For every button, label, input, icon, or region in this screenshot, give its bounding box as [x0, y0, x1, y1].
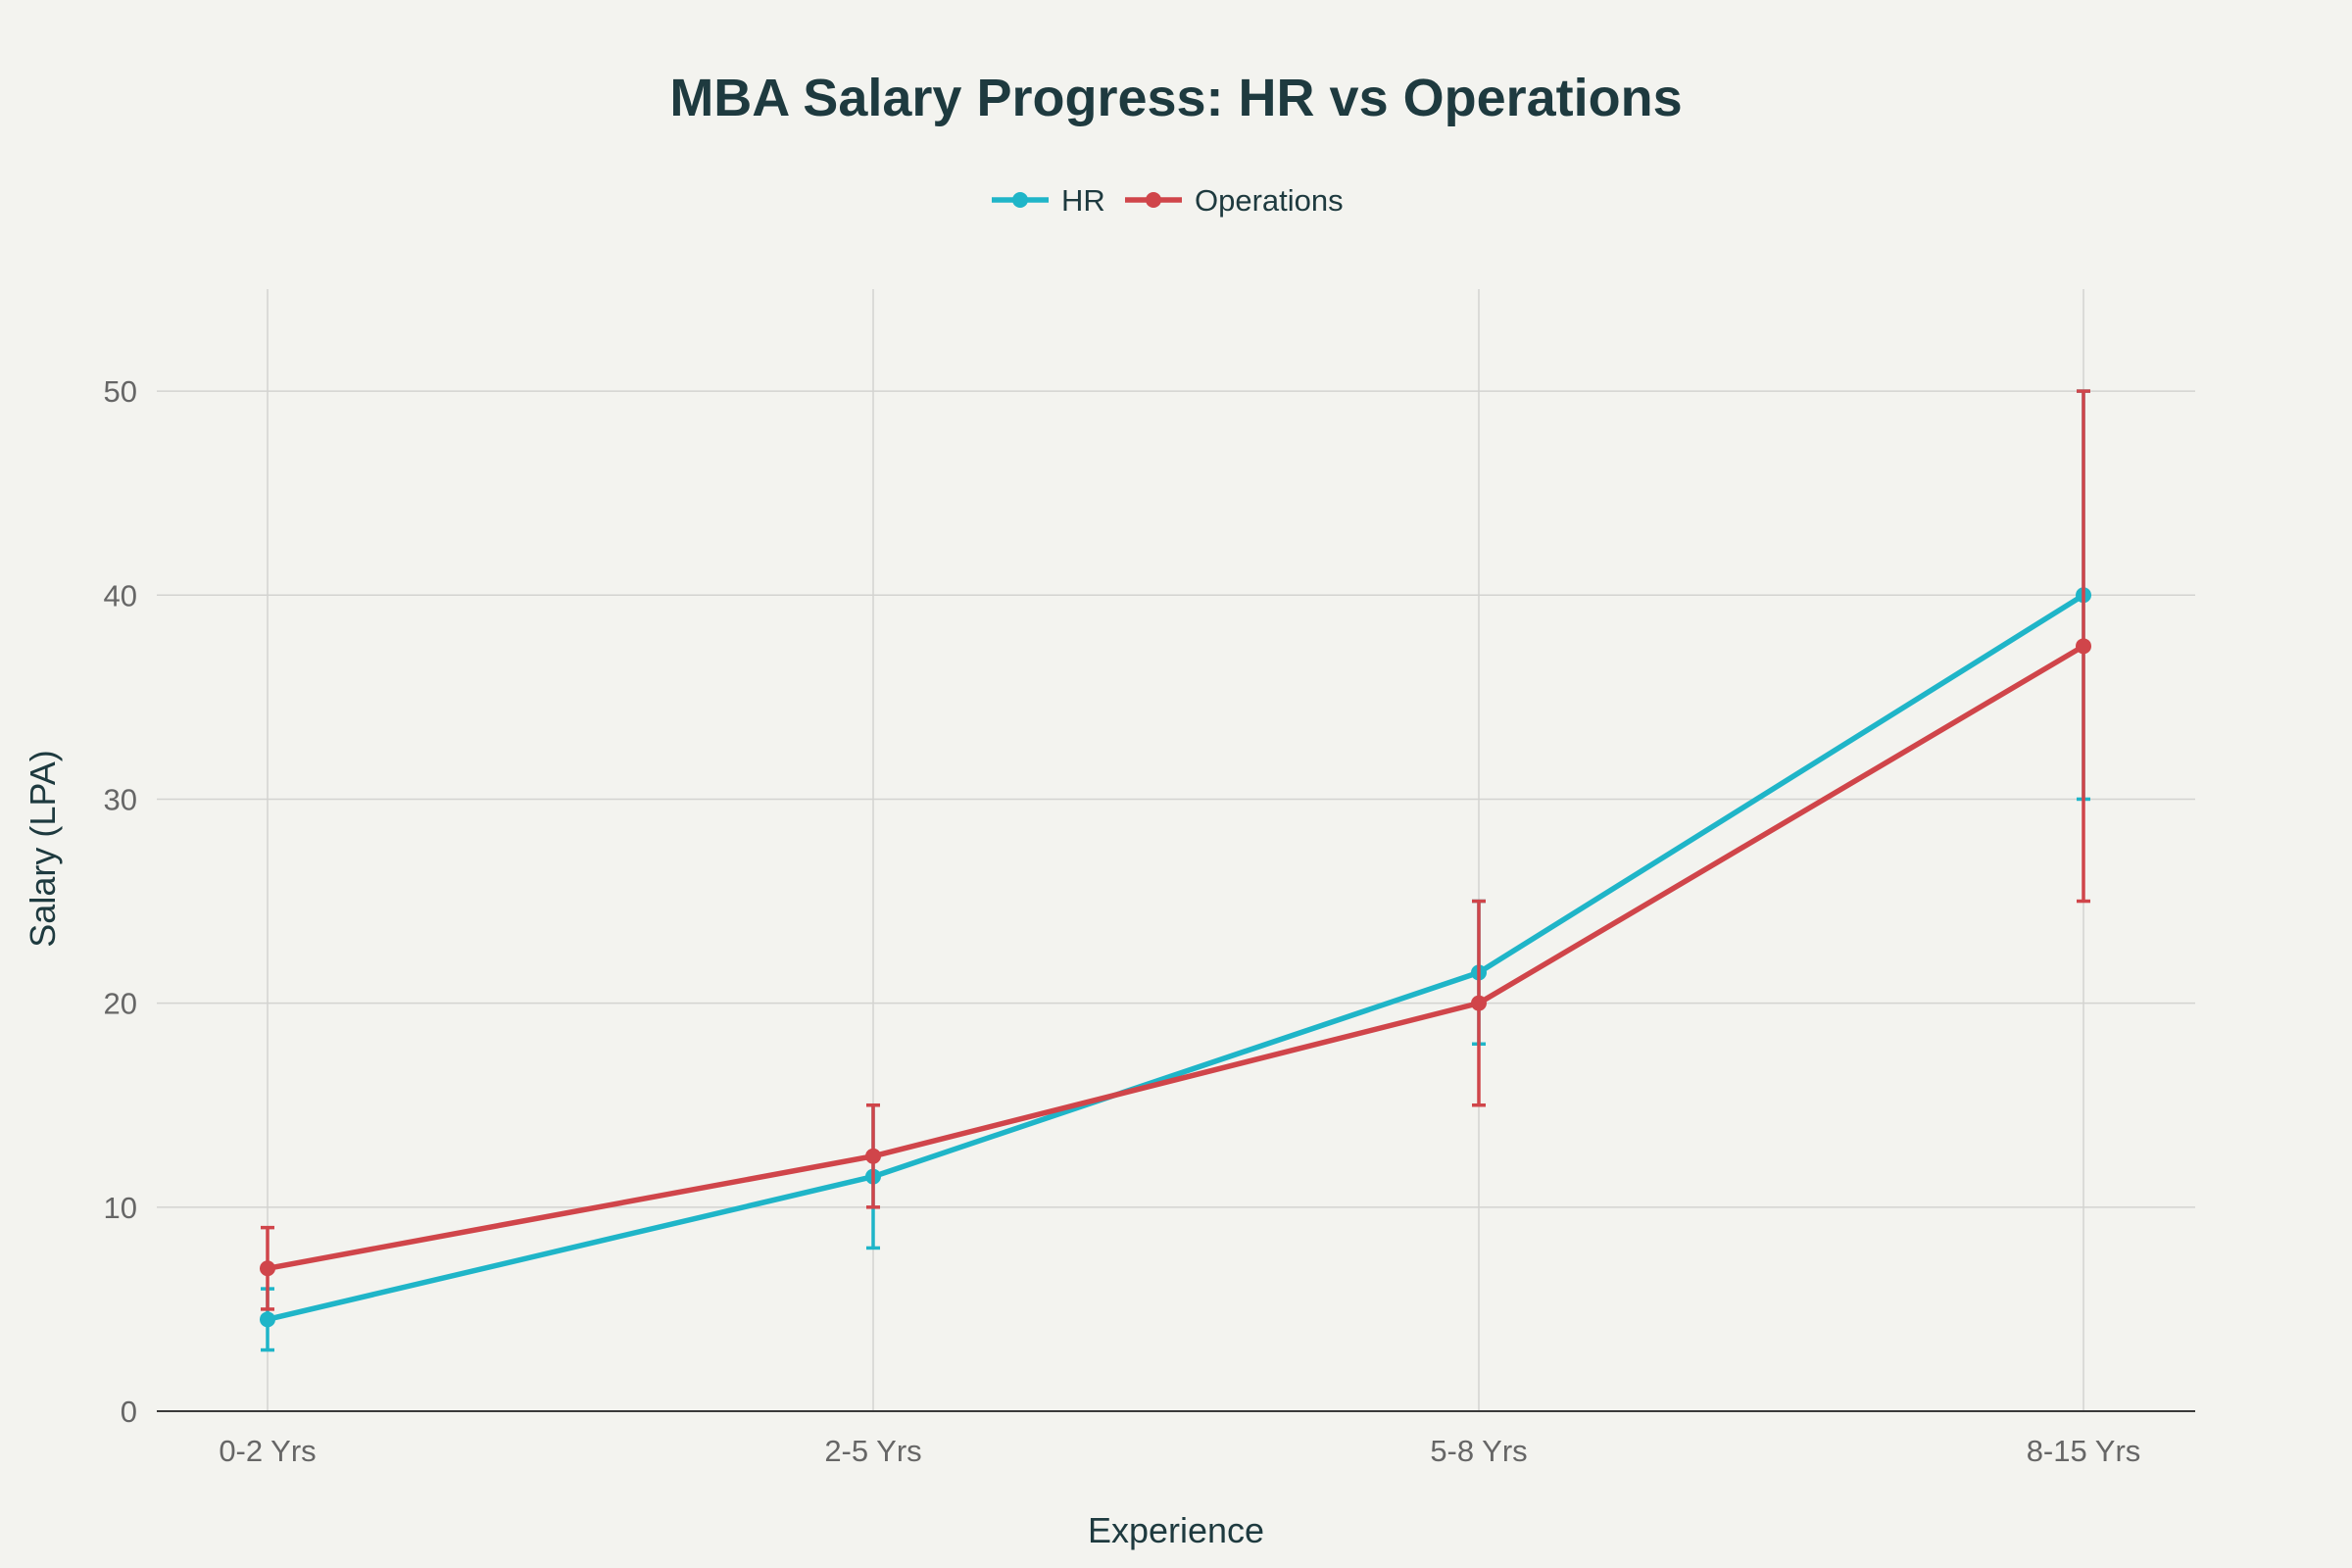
x-tick-label: 2-5 Yrs — [824, 1434, 921, 1468]
series-operations — [260, 389, 2091, 1311]
series-hr — [260, 389, 2091, 1352]
series-line — [267, 592, 2085, 1322]
y-tick-label: 40 — [104, 578, 137, 612]
y-axis-title: Salary (LPA) — [23, 750, 63, 947]
data-point — [260, 1311, 275, 1328]
data-point — [2076, 638, 2091, 655]
data-point — [260, 1260, 275, 1277]
axis-layer: 0 10 20 30 40 50 0-2 Yrs 2-5 Yrs 5-8 Yrs 8-15 Yrs — [104, 374, 2195, 1468]
x-tick-label: 0-2 Yrs — [219, 1434, 316, 1468]
data-point — [865, 1148, 881, 1164]
series-line — [267, 643, 2085, 1271]
y-tick-label: 50 — [104, 374, 137, 409]
legend-swatch-marker — [1146, 192, 1161, 208]
y-tick-label: 30 — [104, 782, 137, 816]
legend-item-hr[interactable]: HR — [992, 183, 1105, 218]
series-layer — [260, 389, 2091, 1352]
x-tick-label: 5-8 Yrs — [1430, 1434, 1527, 1468]
legend-label: Operations — [1195, 183, 1344, 218]
legend-label: HR — [1061, 183, 1105, 218]
y-tick-label: 10 — [104, 1191, 137, 1225]
data-point — [1471, 995, 1487, 1011]
y-tick-label: 0 — [121, 1395, 137, 1429]
chart-title: MBA Salary Progress: HR vs Operations — [669, 69, 1682, 127]
x-axis-title: Experience — [1088, 1510, 1264, 1550]
y-tick-label: 20 — [104, 987, 137, 1021]
grid-layer — [157, 289, 2195, 1411]
legend-item-operations[interactable]: Operations — [1125, 183, 1344, 218]
x-tick-label: 8-15 Yrs — [2027, 1434, 2141, 1468]
chart-legend: HR Operations — [992, 183, 1344, 218]
legend-swatch-marker — [1012, 192, 1028, 208]
